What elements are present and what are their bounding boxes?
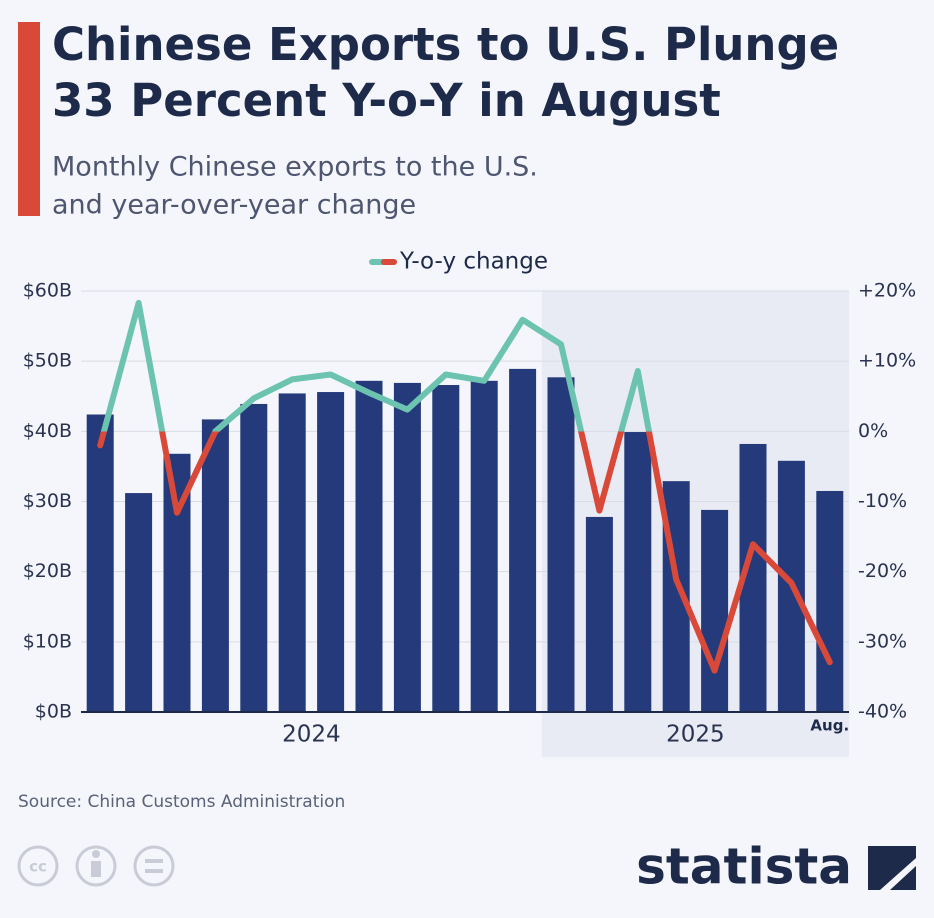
y2-tick-label: 0% — [858, 420, 888, 442]
bar — [317, 392, 345, 712]
y-tick-label: $50B — [23, 350, 72, 372]
y-tick-label: $20B — [23, 560, 72, 582]
bar — [585, 516, 613, 712]
legend-label: Y-o-y change — [399, 249, 548, 275]
plot: $0B $10B $20B $30B $40B $50B $60B -40% -30% -20% -… — [23, 249, 916, 757]
chart-title: 33 Percent Y-o-Y in August — [52, 74, 721, 127]
bar — [432, 385, 460, 712]
bar — [816, 490, 844, 712]
x-group-label: 2025 — [666, 722, 725, 748]
line — [97, 299, 833, 674]
bar — [125, 493, 153, 712]
bar — [355, 380, 383, 712]
license-icons — [17, 845, 175, 887]
source: Source: China Customs Administration — [18, 792, 345, 812]
y-tick-label: $0B — [35, 701, 72, 723]
chart-title: Chinese Exports to U.S. Plunge — [52, 18, 839, 71]
chart-subtitle: Monthly Chinese exports to the U.S. — [52, 152, 538, 183]
by-icon-body — [91, 861, 101, 877]
chart-subtitle: and year-over-year change — [52, 190, 416, 221]
y2-tick-label: +10% — [858, 350, 916, 372]
bar — [470, 380, 498, 712]
bar — [624, 432, 652, 712]
bar — [393, 382, 421, 712]
y-tick-label: $10B — [23, 630, 72, 652]
nd-icon-bar — [145, 869, 163, 873]
bar — [278, 393, 306, 712]
bar — [701, 509, 729, 712]
bar — [86, 414, 114, 712]
y2-tick-label: -20% — [858, 560, 907, 582]
y2-tick-label: -10% — [858, 490, 907, 512]
cc-icon-text: cc — [29, 858, 47, 876]
brand-mark — [890, 866, 916, 890]
x-tick-label: Aug. — [810, 717, 849, 735]
nd-icon — [133, 845, 175, 887]
bar — [240, 403, 268, 712]
accent-bar — [18, 22, 40, 216]
y-tick-label: $40B — [23, 420, 72, 442]
by-icon-head — [92, 850, 100, 858]
y2-tick-label: -30% — [858, 630, 907, 652]
bar — [509, 368, 537, 712]
y-tick-label: $30B — [23, 490, 72, 512]
x-group-label: 2024 — [282, 722, 341, 748]
y-tick-label: $60B — [23, 280, 72, 302]
by-icon — [75, 845, 117, 887]
nd-icon-bar — [145, 859, 163, 863]
bar — [547, 377, 575, 712]
brand-logo: statista — [636, 838, 852, 896]
bar — [201, 419, 229, 712]
y2-tick-label: +20% — [858, 280, 916, 302]
y2-tick-label: -40% — [858, 701, 907, 723]
cc-icon — [17, 845, 59, 887]
brand-mark — [868, 846, 916, 890]
